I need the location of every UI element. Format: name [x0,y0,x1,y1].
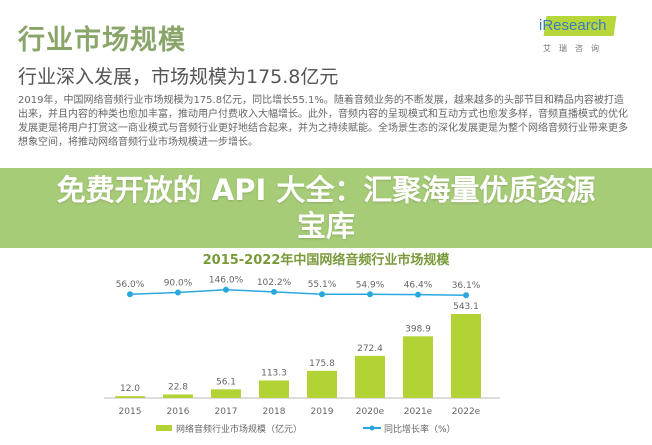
growth-point [463,292,469,299]
description-paragraph: 2019年，中国网络音频行业市场规模为175.8亿元，同比增长55.1%。随着音… [18,95,628,148]
bar [451,314,481,398]
x-tick-label: 2022e [452,407,481,417]
growth-label: 54.9% [356,280,385,290]
x-tick-label: 2019 [311,407,334,417]
growth-label: 55.1% [308,280,337,290]
logo-text: iResearch [539,17,607,34]
logo-cn: 艾瑞咨询 [543,44,607,53]
growth-point [367,291,373,298]
bar [163,394,193,398]
bar-label: 175.8 [309,359,335,369]
legend-label-bar: 网络音频行业市场规模（亿元） [176,423,302,435]
growth-label: 56.0% [116,280,145,290]
x-tick-label: 2018 [263,407,286,417]
x-tick-label: 2021e [404,407,433,417]
growth-label: 46.4% [404,281,433,291]
growth-point [127,291,133,298]
x-tick-label: 2020e [356,407,385,417]
banner-title: 免费开放的 API 大全：汇聚海量优质资源宝库 [56,173,596,243]
bar [259,380,289,398]
x-tick-label: 2017 [215,407,238,417]
growth-label: 102.2% [257,278,292,288]
bar [211,389,241,398]
bar [403,336,433,398]
bar-label: 398.9 [405,324,431,334]
chart-title: 2015-2022年中国网络音频行业市场规模 [203,252,451,268]
growth-label: 146.0% [209,276,244,286]
bar-label: 56.1 [216,377,236,387]
growth-point [223,286,229,293]
growth-point [271,288,277,295]
page-title: 行业市场规模 [18,25,186,56]
bar-label: 272.4 [357,344,383,354]
growth-point [175,289,181,296]
bar-label: 113.3 [261,368,287,378]
growth-point [319,291,325,298]
growth-point [415,291,421,298]
x-tick-label: 2016 [167,407,190,417]
x-tick-label: 2015 [119,407,142,417]
bar-label: 543.1 [453,302,479,312]
growth-label: 90.0% [164,279,193,289]
iresearch-logo: iResearch 艾瑞咨询 [535,16,617,56]
growth-line [129,288,467,296]
growth-label: 36.1% [452,281,481,291]
bar [307,370,337,398]
bar-label: 22.8 [168,382,188,392]
bar-label: 12.0 [120,384,140,394]
legend-swatch-point [369,425,375,431]
bar [355,355,385,398]
legend-swatch-bar [156,425,172,431]
page-subtitle: 行业深入发展，市场规模为175.8亿元 [18,66,339,88]
legend-label-line: 同比增长率（%） [384,423,456,435]
overlay-banner: 免费开放的 API 大全：汇聚海量优质资源宝库 [0,168,652,248]
bar [115,396,145,398]
